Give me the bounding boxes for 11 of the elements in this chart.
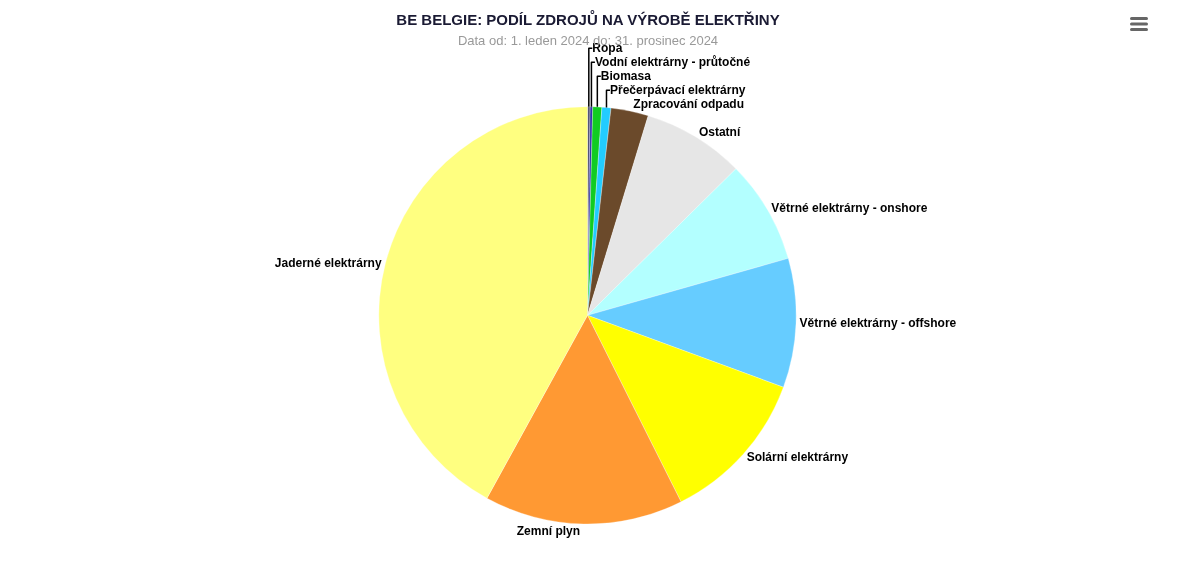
slice-label: Vodní elektrárny - průtočné bbox=[594, 55, 751, 70]
slice-label: Jaderné elektrárny bbox=[274, 255, 382, 270]
slice-label: Solární elektrárny bbox=[746, 450, 849, 465]
slice-label: Zpracování odpadu bbox=[633, 97, 745, 112]
slice-label: Zemní plyn bbox=[516, 523, 581, 538]
slice-label: Biomasa bbox=[600, 69, 652, 84]
slice-label: Větrné elektrárny - offshore bbox=[799, 316, 957, 331]
slice-label: Přečerpávací elektrárny bbox=[609, 83, 746, 98]
chart-title: BE BELGIE: PODÍL ZDROJŮ NA VÝROBĚ ELEKTŘINY bbox=[396, 10, 780, 29]
slice-label: Ostatní bbox=[698, 124, 741, 139]
slice-label: Větrné elektrárny - onshore bbox=[771, 201, 928, 216]
